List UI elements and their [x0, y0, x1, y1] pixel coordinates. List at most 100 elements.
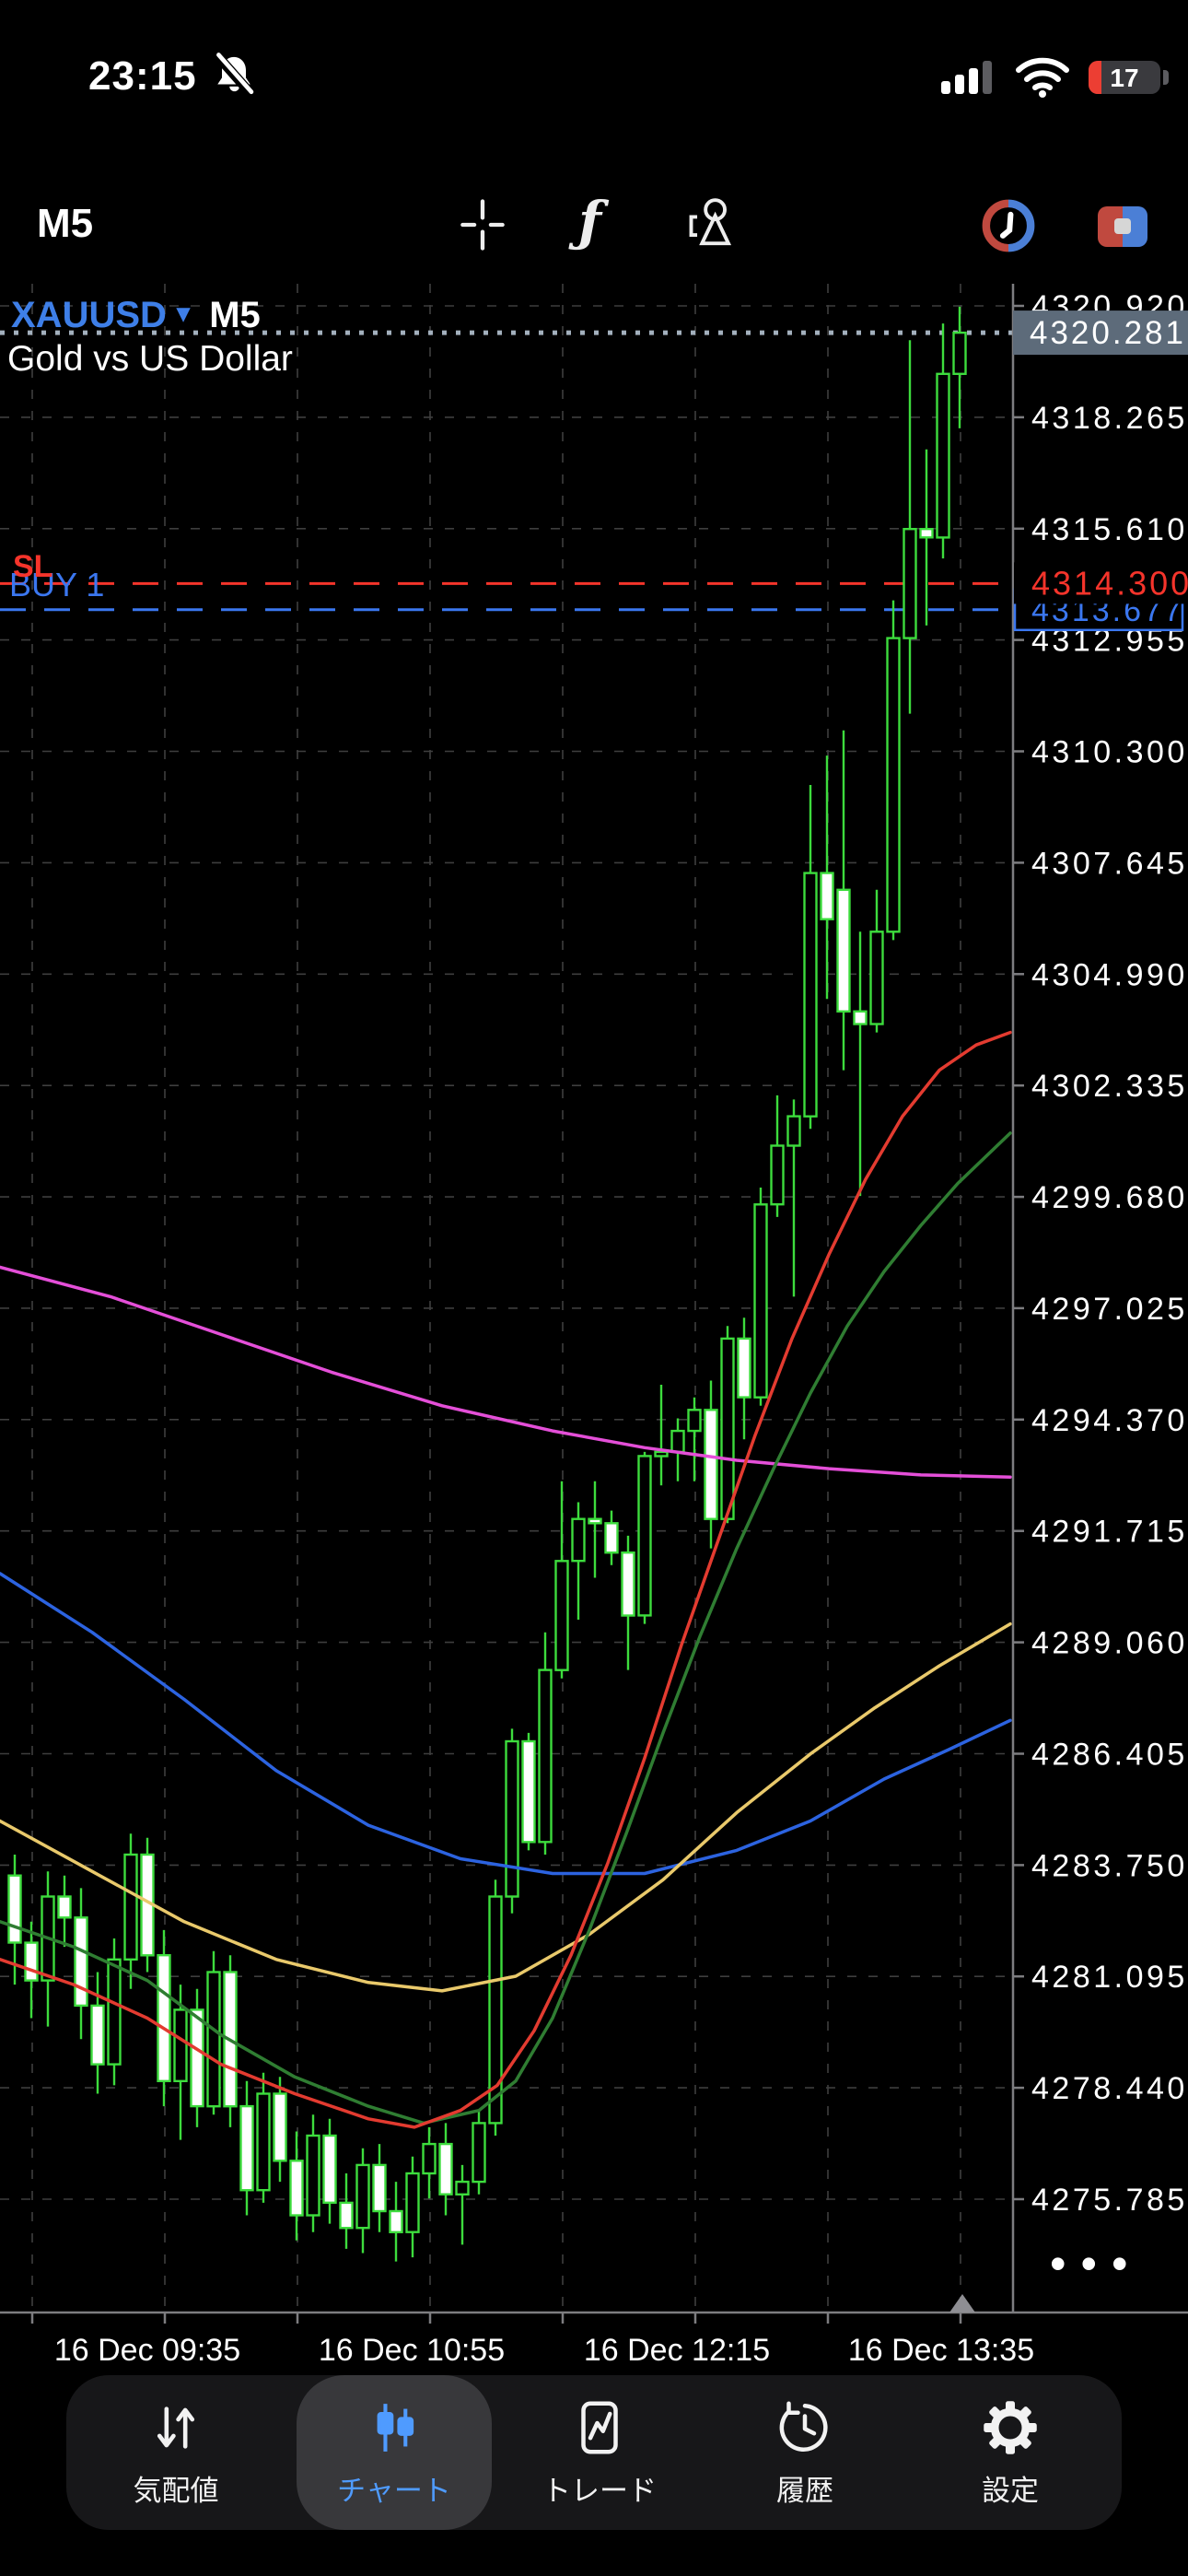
price-tick-label: 4315.610 [1031, 512, 1188, 547]
timeframe-button[interactable]: M5 [37, 201, 94, 246]
ma-magenta [0, 1265, 1012, 1479]
buy-position-label: BUY 1 [9, 566, 105, 603]
candle [621, 1551, 635, 1617]
crosshair-icon[interactable] [457, 199, 508, 251]
history-clock-icon [700, 2388, 910, 2467]
stop-loss-label: SL [13, 549, 53, 584]
price-tick-label: 4289.060 [1031, 1626, 1188, 1661]
price-tick-label: 4307.645 [1031, 846, 1188, 881]
candle [206, 1971, 221, 2108]
candle [836, 888, 851, 1013]
price-tick-label: 4294.370 [1031, 1403, 1188, 1438]
candle [571, 1517, 586, 1563]
candle [853, 1010, 868, 1025]
candle [190, 2008, 204, 2108]
candle [438, 2142, 453, 2195]
settings-gear-icon: (function(){var g=document.getElementByI… [905, 2388, 1115, 2467]
candle [903, 528, 917, 639]
candle [505, 1739, 519, 1898]
price-tick-label: 4275.785 [1031, 2183, 1188, 2218]
nav-label-history: 履歴 [776, 2475, 833, 2507]
active-tab-pill [297, 2375, 492, 2530]
nav-item-chart[interactable]: チャート [289, 2388, 499, 2526]
price-tick-label: 4278.440 [1031, 2071, 1188, 2106]
candle [952, 331, 967, 376]
one-click-trading-icon[interactable] [1096, 205, 1147, 256]
trade-clock-icon[interactable] [982, 199, 1035, 252]
candle [637, 1455, 652, 1617]
candle [7, 1874, 22, 1944]
nav-label-chart: チャート [337, 2475, 451, 2507]
candle [753, 1203, 768, 1399]
price-tick-label: 4286.405 [1031, 1738, 1188, 1773]
battery-icon: 17 [1089, 61, 1160, 94]
nav-item-quotes[interactable]: 気配値 [71, 2388, 281, 2526]
status-time: 23:15 [88, 53, 197, 99]
nav-label-settings: 設定 [982, 2475, 1039, 2507]
candle [74, 1916, 88, 2008]
time-tick-label: 16 Dec 10:55 [319, 2333, 505, 2368]
ma-yellow [0, 1622, 1012, 1993]
time-tick-label: 16 Dec 12:15 [584, 2333, 770, 2368]
price-tick-label: 4281.095 [1031, 1960, 1188, 1995]
price-tick-label: 4302.335 [1031, 1069, 1188, 1104]
candle [173, 2008, 188, 2082]
symbol-name[interactable]: XAUUSD [11, 295, 167, 335]
candle [322, 2134, 337, 2205]
candle [538, 1669, 553, 1844]
price-tick-label: 4299.680 [1031, 1180, 1188, 1215]
nav-item-settings[interactable]: (function(){var g=document.getElementByI… [905, 2388, 1115, 2526]
more-ellipsis-button[interactable]: ••• [1050, 2238, 1143, 2289]
symbol-header[interactable]: XAUUSD ▾ M5 [11, 295, 261, 336]
price-tick-label: 4291.715 [1031, 1515, 1188, 1550]
sl-price-bg [1014, 562, 1187, 604]
battery-percent: 17 [1110, 64, 1139, 92]
candle [803, 872, 818, 1118]
candle [554, 1560, 569, 1671]
chevron-down-icon: ▾ [177, 299, 191, 327]
candle [273, 2092, 287, 2162]
candle [405, 2172, 420, 2233]
trade-chart-icon [495, 2388, 705, 2467]
candle [289, 2160, 304, 2217]
indicators-icon[interactable]: ƒ [578, 190, 601, 252]
candle [704, 1409, 718, 1520]
candle [720, 1337, 735, 1520]
nav-item-history[interactable]: 履歴 [700, 2388, 910, 2526]
battery-low-fill [1089, 61, 1101, 94]
candle [422, 2142, 437, 2175]
battery-nub [1163, 70, 1169, 85]
bell-slash-icon [210, 52, 258, 104]
current-price-badge [1013, 310, 1188, 356]
candlestick-chart-icon [289, 2388, 499, 2467]
candle [372, 2163, 387, 2213]
candle [886, 637, 901, 933]
candle [455, 2180, 470, 2196]
candle [588, 1517, 602, 1525]
nav-label-quotes: 気配値 [133, 2475, 219, 2507]
nav-item-trade[interactable]: トレード [495, 2388, 705, 2526]
symbol-description: Gold vs US Dollar [7, 339, 293, 379]
candle [604, 1522, 619, 1554]
nav-label-trade: トレード [542, 2475, 657, 2507]
candle [770, 1144, 785, 1206]
ma-red [0, 1030, 1012, 2129]
candle [57, 1895, 72, 1919]
candle [123, 1853, 138, 1961]
current-bar-marker [949, 2294, 975, 2313]
candle [306, 2134, 320, 2217]
candle [157, 1953, 171, 2082]
price-tick-label: 4283.750 [1031, 1848, 1188, 1883]
candle [687, 1409, 702, 1433]
time-tick-label: 16 Dec 09:35 [54, 2333, 240, 2368]
price-tick-label: 4304.990 [1031, 957, 1188, 992]
candle [389, 2209, 403, 2233]
candle [670, 1429, 685, 1454]
candle [107, 1958, 122, 2066]
candle [488, 1895, 503, 2125]
wifi-icon [1015, 57, 1070, 102]
candle [737, 1337, 751, 1399]
objects-icon[interactable] [685, 195, 737, 247]
candle [90, 2004, 105, 2066]
